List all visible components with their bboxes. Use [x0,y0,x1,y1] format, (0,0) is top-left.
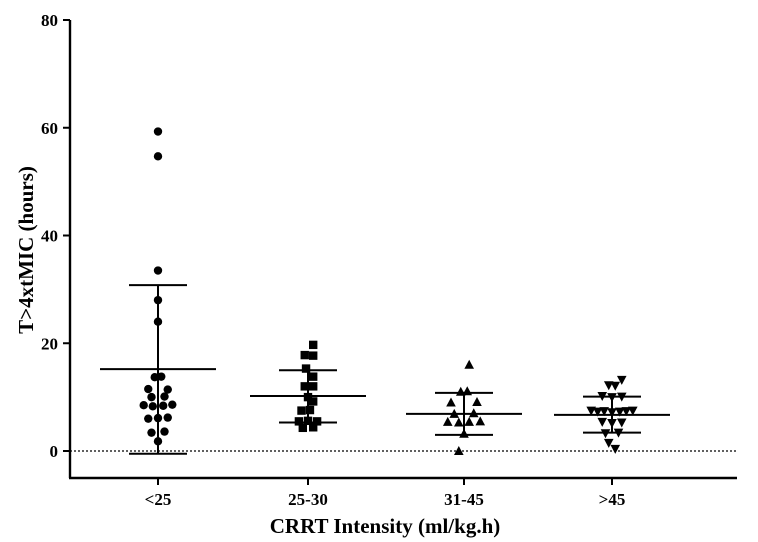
axes: 0 20 40 60 80 <25 25-30 31-45 >45 [41,11,737,509]
x-tick-label: 25-30 [288,490,328,509]
data-point [597,417,608,427]
data-point [168,400,177,409]
data-point [153,317,163,326]
data-point [592,407,603,417]
data-point [472,396,482,406]
data-point [147,428,156,437]
data-point [163,385,172,394]
data-point [301,364,311,373]
data-point [150,372,159,382]
data-point [597,392,608,402]
data-point [163,413,172,422]
data-point [153,152,163,161]
data-point [298,423,307,433]
x-tick-label: 31-45 [444,490,484,509]
y-tick-label: 0 [50,442,59,461]
data-point [157,372,166,381]
data-point [139,401,148,410]
data-point [603,438,614,448]
data-point [599,407,609,417]
data-point [303,392,313,402]
data-point [610,381,621,391]
data-point [455,386,466,396]
data-point [607,418,617,428]
data-point [144,414,153,423]
x-axis-title: CRRT Intensity (ml/kg.h) [270,514,501,538]
data-point [153,266,163,275]
data-point [160,392,169,401]
y-tick-label: 40 [41,227,58,246]
data-point [309,340,318,350]
data-point [616,392,627,402]
data-point [468,408,479,418]
data-point [464,359,474,369]
data-point [309,423,318,432]
data-point [309,351,318,360]
data-point [148,402,157,411]
data-point [603,381,614,391]
data-point [297,406,306,415]
y-tick-label: 60 [41,119,58,138]
y-tick-label: 20 [41,334,58,353]
data-point [449,408,460,418]
data-point [153,127,163,136]
data-point [309,397,318,406]
data-point [160,427,169,436]
data-point [615,407,625,417]
data-point [144,384,153,394]
y-axis-title: T>4xtMIC (hours) [14,166,38,334]
data-point [159,401,168,410]
data-point [454,446,464,455]
data-point [607,393,617,403]
data-point [454,417,464,427]
data-point [616,418,627,428]
data-point [312,417,322,426]
data-point [153,295,163,305]
data-point [462,386,473,396]
data-point [613,428,624,438]
data-point [621,407,632,417]
data-point [616,375,627,385]
x-tick-label: >45 [599,490,626,509]
data-point [147,392,156,402]
x-tick-label: <25 [145,490,172,509]
y-tick-label: 80 [41,11,58,30]
data-point [600,429,611,439]
data-point [309,382,318,391]
data-point [459,428,469,438]
data-point [309,372,318,381]
data-point [294,417,304,426]
data-point [305,405,315,415]
data-point [300,382,309,391]
plot-area [70,127,737,455]
data-point [446,397,456,407]
data-point [464,416,474,426]
data-point [300,350,309,360]
data-point [610,444,621,454]
data-point [442,416,453,426]
data-point [153,437,163,446]
data-point [303,416,313,426]
data-point [153,413,163,423]
data-point [628,406,638,416]
data-point [607,408,617,418]
data-point [475,416,486,426]
